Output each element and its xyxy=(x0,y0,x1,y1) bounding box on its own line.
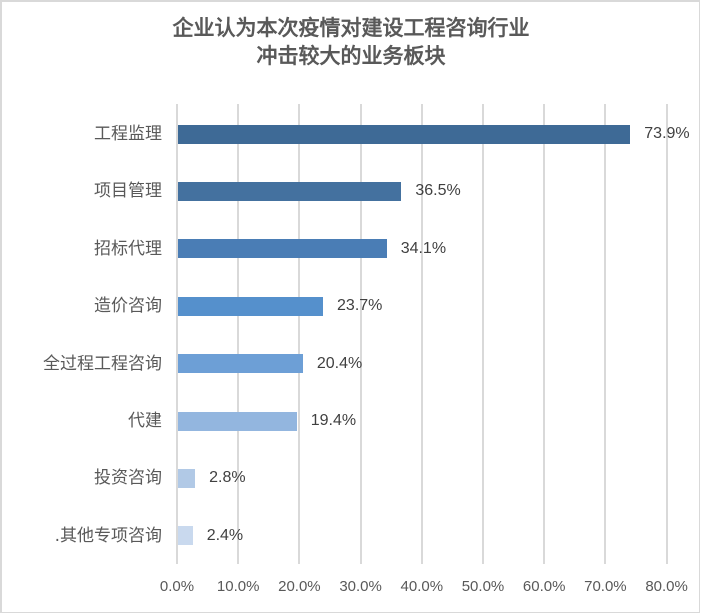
bar xyxy=(178,296,324,316)
gridline xyxy=(237,104,240,564)
bar xyxy=(178,239,387,259)
value-label: 73.9% xyxy=(644,125,690,142)
bar xyxy=(178,181,402,201)
gridline xyxy=(604,104,607,564)
chart-title-line-2: 冲击较大的业务板块 xyxy=(256,44,446,68)
value-label: 34.1% xyxy=(400,239,447,257)
x-tick-label: 60.0% xyxy=(522,578,566,595)
bar xyxy=(178,124,631,144)
gridline xyxy=(420,104,423,564)
gridline xyxy=(359,104,362,564)
x-tick-label: 30.0% xyxy=(339,578,382,595)
gridline xyxy=(176,104,178,564)
bar xyxy=(178,354,303,374)
category-label: 招标代理 xyxy=(94,238,162,259)
value-label: 2.8% xyxy=(209,469,246,487)
gridline xyxy=(482,104,484,564)
x-tick-label: 10.0% xyxy=(216,578,260,595)
bar xyxy=(178,468,196,488)
value-label: 20.4% xyxy=(316,354,363,372)
category-label: 工程监理 xyxy=(94,124,162,144)
chart-title: 企业认为本次疫情对建设工程咨询行业 冲击较大的业务板块 xyxy=(0,14,702,70)
value-label: 2.4% xyxy=(206,526,244,544)
category-label: 代建 xyxy=(128,411,162,431)
category-label: 项目管理 xyxy=(94,181,162,202)
gridline xyxy=(298,104,301,564)
value-label: 23.7% xyxy=(337,297,383,315)
value-label: 19.4% xyxy=(310,412,357,429)
category-label: .其他专项咨询 xyxy=(54,525,162,546)
gridline xyxy=(543,104,546,564)
category-label: 全过程工程咨询 xyxy=(43,353,162,374)
x-tick-label: 40.0% xyxy=(400,578,444,595)
x-tick-label: 80.0% xyxy=(645,578,688,595)
value-label: 36.5% xyxy=(415,182,461,200)
category-label: 投资咨询 xyxy=(94,468,162,489)
x-tick-label: 50.0% xyxy=(461,578,505,595)
bar xyxy=(178,526,193,546)
x-tick-label: 70.0% xyxy=(584,578,627,595)
bar xyxy=(178,411,297,431)
chart-title-line-1: 企业认为本次疫情对建设工程咨询行业 xyxy=(172,16,530,40)
gridline xyxy=(665,104,668,564)
x-tick-label: 20.0% xyxy=(278,578,321,595)
category-label: 造价咨询 xyxy=(94,296,162,317)
x-tick-label: 0.0% xyxy=(159,578,195,595)
